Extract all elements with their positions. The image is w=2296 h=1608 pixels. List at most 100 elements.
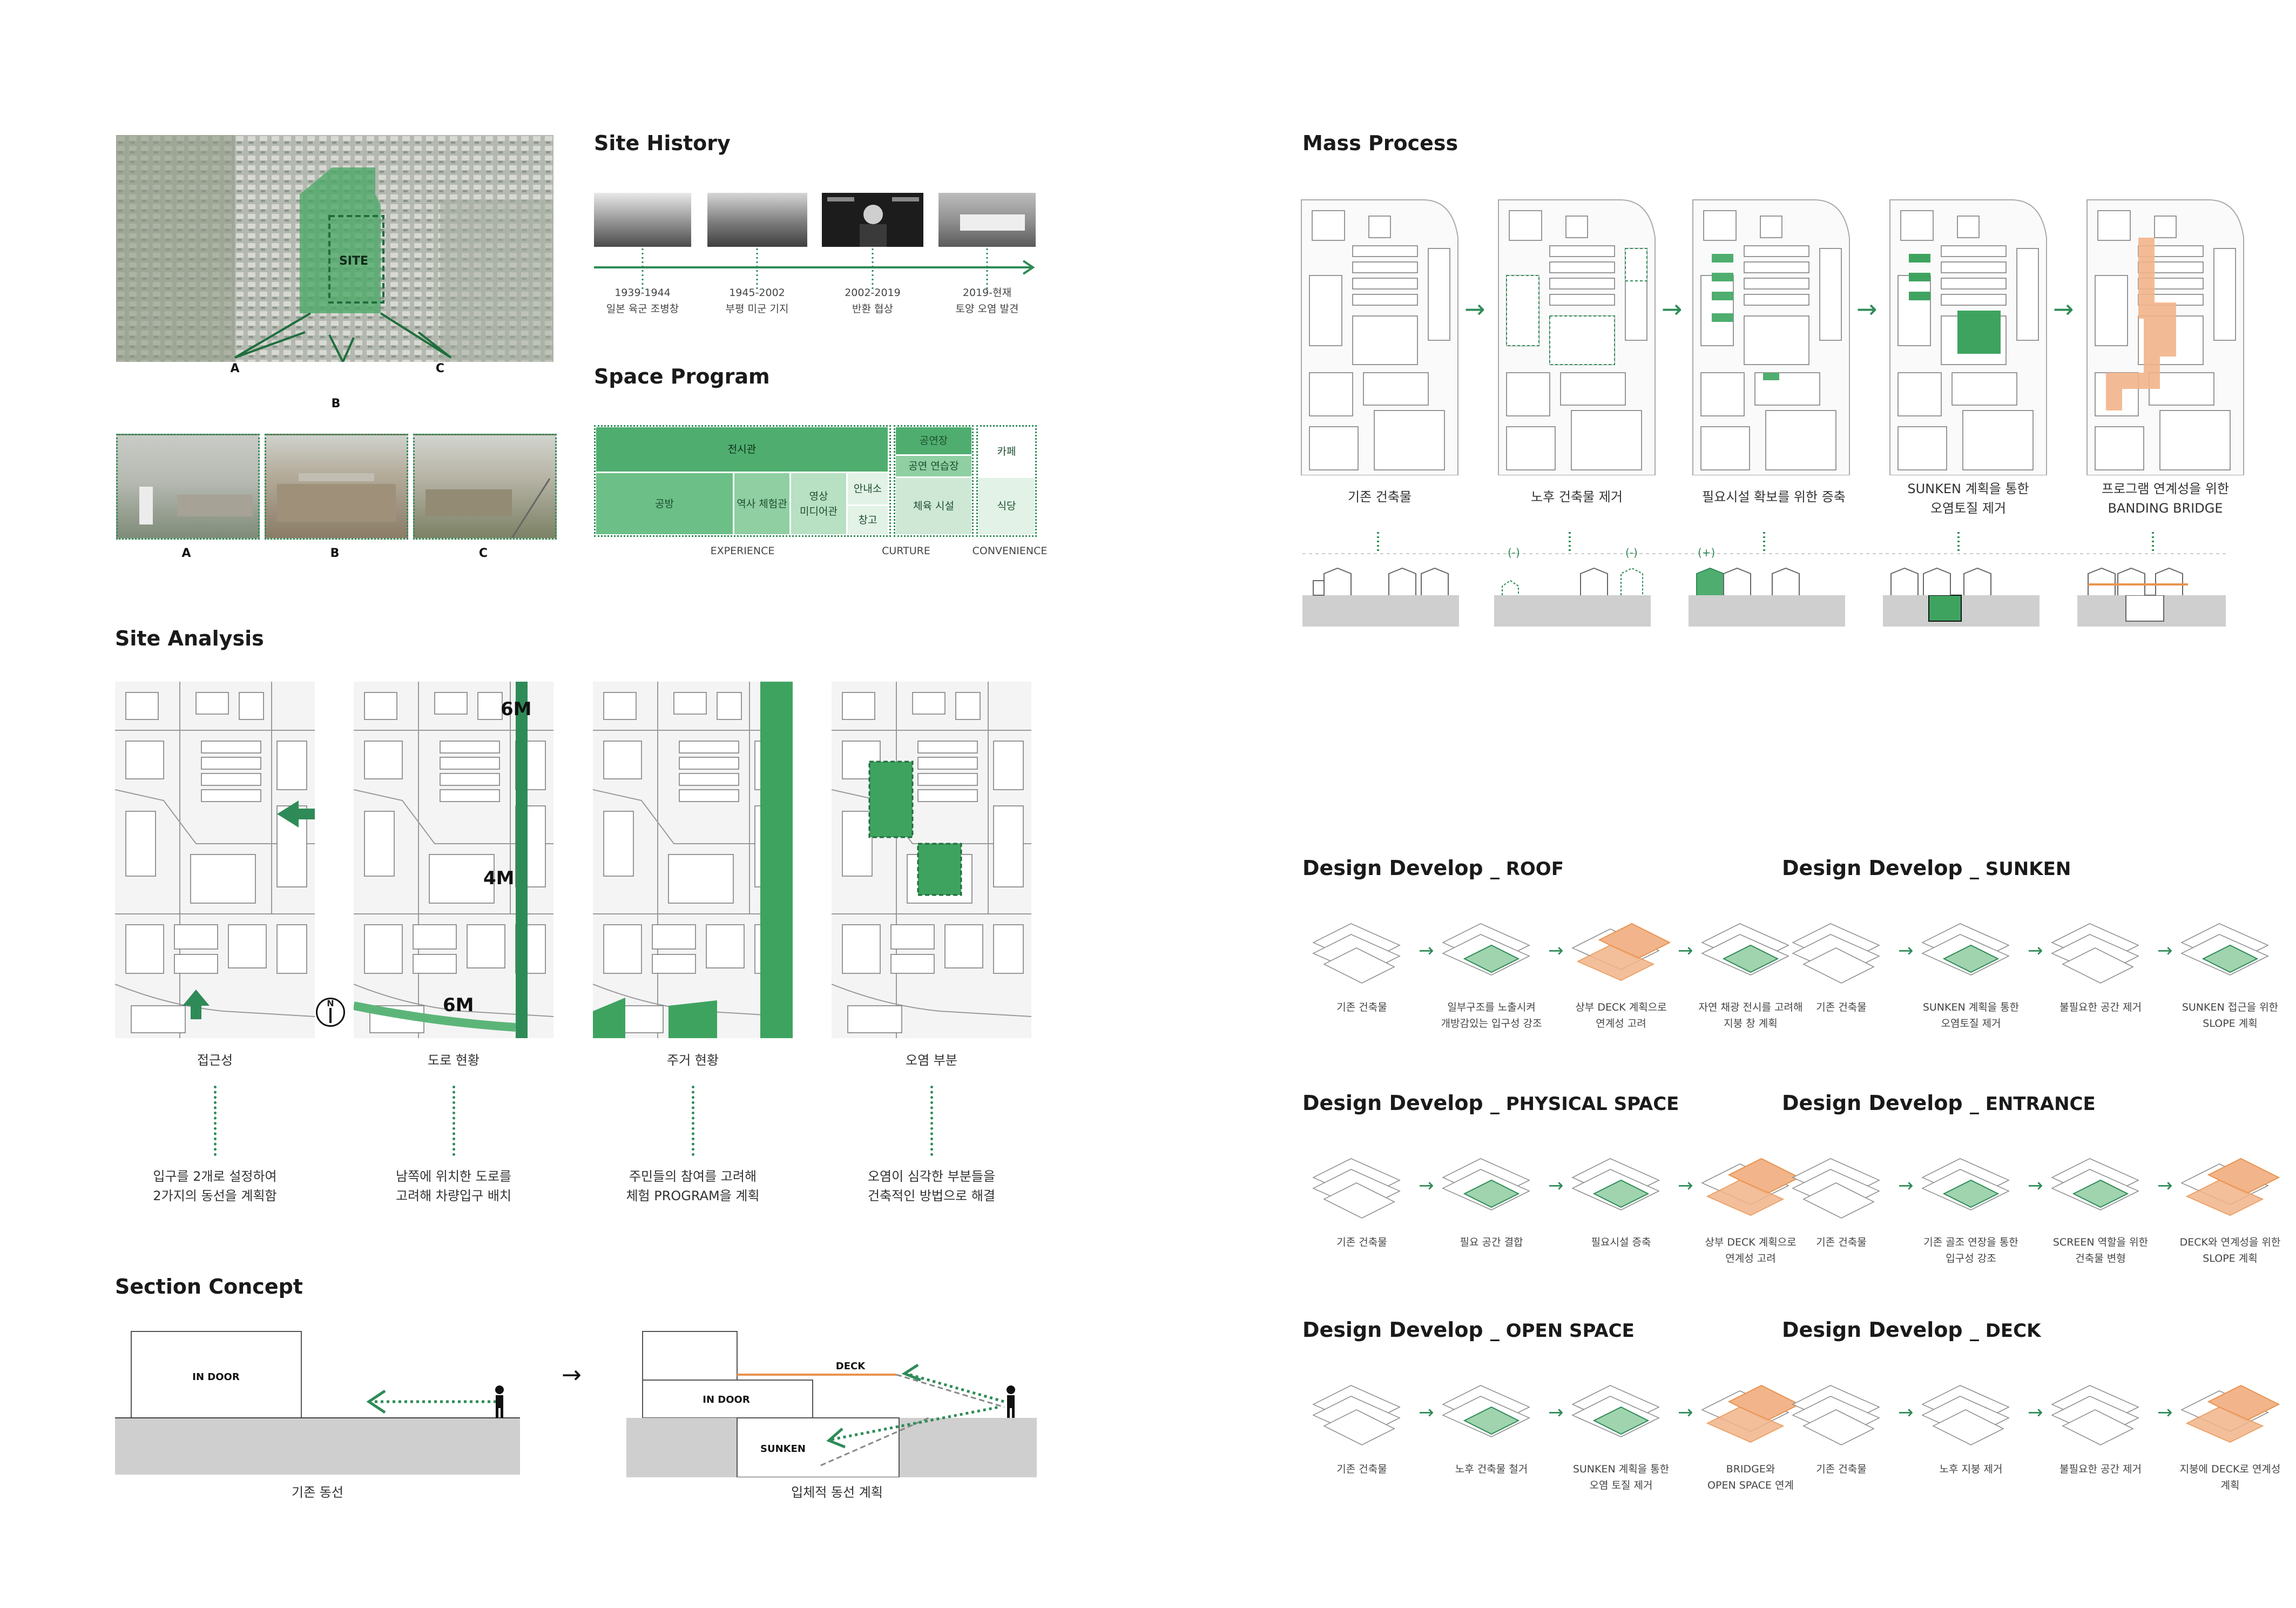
- mass-step-4: [1889, 199, 2047, 475]
- section-proposed: IN DOOR DECK SUNKEN: [626, 1331, 1037, 1477]
- pollution-zone-2: [917, 843, 962, 896]
- history-desc-2: 부평 미군 기지: [725, 303, 789, 315]
- dd-caption-5-3: SUNKEN 계획을 통한 오염 토질 제거: [1572, 1463, 1670, 1491]
- dd-caption-1-4: 자연 채광 전시를 고려해 지붕 창 계획: [1698, 1001, 1803, 1030]
- history-event-1: 1939-1944 일본 육군 조병창: [589, 285, 697, 317]
- space-program-title: Space Program: [594, 365, 770, 388]
- analysis-title-1: 접근성: [197, 1053, 233, 1068]
- site-aerial-photo: SITE: [116, 135, 553, 362]
- analysis-connector-1: [214, 1086, 217, 1156]
- design-develop-title-3: Design Develop _ PHYSICAL SPACE: [1302, 1091, 1679, 1115]
- dd-illustration-4-2: [1922, 1158, 2009, 1210]
- section-indoor-right: IN DOOR: [703, 1394, 750, 1405]
- site-analysis-title: Site Analysis: [115, 627, 264, 650]
- dd-illustration-6-3: [2051, 1385, 2139, 1445]
- mass-arrow-2-icon: →: [1662, 294, 1683, 324]
- dd-arrow-icon: →: [1548, 940, 1564, 961]
- mass-step-3: [1692, 199, 1850, 475]
- dd-arrow-icon: →: [1678, 1175, 1693, 1196]
- dd-caption-6-3: 불필요한 공간 제거: [2059, 1463, 2142, 1475]
- dd-title-sub: _ SUNKEN: [1969, 858, 2071, 880]
- dd-illustration-1-1: [1313, 923, 1400, 984]
- road-width-6m-top: 6M: [501, 698, 532, 720]
- dd-caption-6-1: 기존 건축물: [1816, 1463, 1867, 1475]
- compass-n-label: N: [327, 998, 334, 1008]
- section-existing: IN DOOR: [115, 1331, 520, 1475]
- dd-illustration-3-1: [1313, 1158, 1400, 1219]
- analysis-map-pollution: [832, 682, 1031, 1038]
- dd-caption-5-1: 기존 건축물: [1336, 1463, 1387, 1475]
- site-history-title: Site History: [594, 131, 731, 155]
- dd-caption-2-1: 기존 건축물: [1816, 1001, 1867, 1013]
- dd-caption-4-3: SCREEN 역할을 위한 건축물 변형: [2052, 1236, 2149, 1264]
- mass-caption-1: 기존 건축물: [1347, 489, 1412, 504]
- road-width-4m: 4M: [483, 867, 515, 889]
- dd-arrow-icon: →: [2028, 1402, 2043, 1423]
- section-deck-label: DECK: [836, 1361, 866, 1372]
- analysis-desc-4: 오염이 심각한 부분들을 건축적인 방법으로 해결: [867, 1169, 996, 1203]
- analysis-map-housing: [593, 682, 793, 1038]
- history-photo-2: [707, 193, 807, 247]
- program-diagram: 전시관 공방 역사 체험관 영상 미디어관 안내소 창고 공연장 공연 연습장 …: [594, 425, 1037, 539]
- marker-b: B: [331, 397, 341, 411]
- program-restaurant: 식당: [978, 478, 1035, 534]
- dd-illustration-3-2: [1442, 1158, 1530, 1210]
- analysis-connector-4: [930, 1086, 933, 1156]
- photo-c-label: C: [478, 547, 488, 560]
- dd-title-sub: _ DECK: [1969, 1320, 2041, 1342]
- history-desc-1: 일본 육군 조병창: [606, 303, 679, 315]
- road-east: [516, 682, 528, 1038]
- flow-arrow-upper-icon: [901, 1363, 921, 1382]
- mass-arrow-4-icon: →: [2053, 294, 2074, 324]
- section-mark-minus-2: (-): [1625, 546, 1638, 559]
- section-sunken-label: SUNKEN: [760, 1443, 806, 1455]
- program-history: 역사 체험관: [734, 473, 789, 534]
- history-timeline: [594, 248, 1035, 289]
- mass-caption-2: 노후 건축물 제거: [1531, 489, 1623, 504]
- dd-illustration-6-1: [1792, 1385, 1880, 1445]
- dd-arrow-icon: →: [1678, 1402, 1693, 1423]
- dd-title-main: Design Develop: [1782, 1091, 1963, 1115]
- dd-illustration-1-2: [1442, 923, 1530, 975]
- design-develop-title-5: Design Develop _ OPEN SPACE: [1302, 1318, 1635, 1342]
- marker-a: A: [230, 362, 240, 375]
- road-width-6m-bottom: 6M: [443, 994, 474, 1016]
- design-develop-title-6: Design Develop _ DECK: [1782, 1318, 2041, 1342]
- dd-title-main: Design Develop: [1302, 856, 1483, 880]
- history-year-3: 2002-2019: [845, 287, 901, 299]
- dd-caption-6-2: 노후 지붕 제거: [1939, 1463, 2003, 1475]
- entrance-arrow-south: [183, 990, 210, 1019]
- dd-title-main: Design Develop: [1782, 1318, 1963, 1342]
- photo-b: [265, 434, 408, 540]
- history-photo-3: [822, 193, 923, 247]
- section-concept-title: Section Concept: [115, 1275, 303, 1298]
- category-convenience: CONVENIENCE: [972, 545, 1048, 557]
- road-south: [354, 1001, 516, 1032]
- dd-caption-6-4: 지붕에 DECK로 연계성 계획: [2179, 1463, 2281, 1491]
- section-arrow-icon: →: [562, 1361, 582, 1389]
- program-rehearsal: 공연 연습장: [896, 456, 971, 476]
- program-cafe: 카페: [978, 427, 1035, 476]
- dd-arrow-icon: →: [1898, 940, 1914, 961]
- dd-caption-2-2: SUNKEN 계획을 통한 오염토질 제거: [1922, 1001, 2020, 1030]
- photo-a: [116, 434, 260, 540]
- program-performance: 공연장: [896, 427, 971, 454]
- mass-sections: (-) (-) (+): [1302, 532, 2226, 627]
- dd-illustration-4-1: [1792, 1158, 1880, 1219]
- housing-zone-east: [760, 682, 793, 1038]
- dd-illustration-2-4: [2181, 923, 2268, 975]
- dd-caption-1-3: 상부 DECK 계획으로 연계성 고려: [1575, 1001, 1667, 1030]
- photo-c: [413, 434, 557, 540]
- dd-caption-2-4: SUNKEN 접근을 위한 SLOPE 계획: [2182, 1001, 2279, 1030]
- dd-caption-3-3: 필요시설 증축: [1591, 1236, 1651, 1248]
- mass-caption-3: 필요시설 확보를 위한 증축: [1702, 489, 1846, 504]
- analysis-map-access: [115, 682, 315, 1038]
- housing-zone-southwest: [593, 998, 625, 1038]
- dd-title-main: Design Develop: [1782, 856, 1963, 880]
- flow-arrow-icon: [366, 1389, 386, 1414]
- aerial-photo-graphic: SITE: [116, 135, 553, 362]
- history-event-3: 2002-2019 반환 협상: [819, 285, 927, 317]
- mass-caption-5: 프로그램 연계성을 위한 BANDING BRIDGE: [2101, 481, 2230, 516]
- dd-arrow-icon: →: [2157, 940, 2173, 961]
- dd-arrow-icon: →: [2157, 1402, 2173, 1423]
